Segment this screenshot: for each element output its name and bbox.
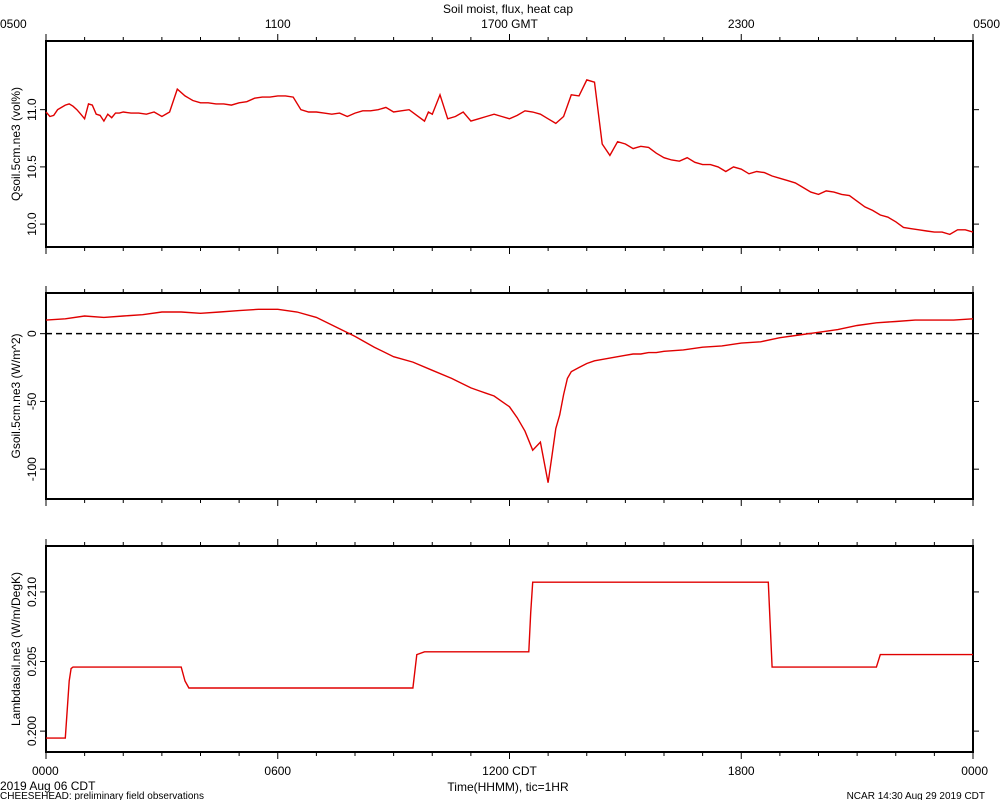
- y-tick-label: 0.205: [25, 646, 39, 676]
- y-tick-label: 0.200: [25, 716, 39, 746]
- plot-frame: [45, 545, 974, 753]
- x-tick-label: 1800: [728, 764, 755, 778]
- top-x-tick-label: 2300: [728, 17, 755, 31]
- date-label: 2019 Aug 06 CDT: [0, 779, 96, 793]
- project-label: CHEESEHEAD: preliminary field observatio…: [0, 791, 204, 800]
- y-axis-label: Lambdasoil.ne3 (W/m/DegK): [9, 572, 23, 726]
- y-tick-label: -50: [25, 392, 39, 410]
- top-x-tick-label: 0500: [0, 17, 27, 31]
- x-tick-label: 1200 CDT: [482, 764, 537, 778]
- plot-frame: [45, 40, 974, 248]
- series-line: [46, 581, 973, 739]
- y-axis-label: Qsoil.5cm.ne3 (vol%): [9, 87, 23, 201]
- top-x-tick-label: 1100: [265, 17, 291, 31]
- x-tick-label: 0600: [264, 764, 291, 778]
- x-axis-label: Time(HHMM), tic=1HR: [447, 780, 569, 794]
- plot-frame: [45, 292, 974, 500]
- series-line: [45, 79, 974, 236]
- y-tick-label: 11.0: [25, 98, 39, 121]
- y-tick-label: 0: [25, 330, 39, 337]
- x-tick-label: 0000: [961, 764, 988, 778]
- y-tick-label: 0.210: [25, 577, 39, 607]
- x-tick-label: 0000: [32, 764, 59, 778]
- top-x-tick-label: 0500: [973, 17, 1000, 31]
- y-tick-label: 10.0: [25, 212, 39, 236]
- chart-title: Soil moist, flux, heat cap: [443, 2, 573, 16]
- timestamp-label: NCAR 14:30 Aug 29 2019 CDT: [847, 791, 985, 800]
- y-tick-label: -100: [25, 457, 39, 481]
- y-tick-label: 10.5: [25, 155, 39, 179]
- top-x-tick-label: 1700 GMT: [481, 17, 538, 31]
- y-axis-label: Gsoil.5cm.ne3 (W/m^2): [9, 334, 23, 459]
- series-line: [45, 308, 974, 483]
